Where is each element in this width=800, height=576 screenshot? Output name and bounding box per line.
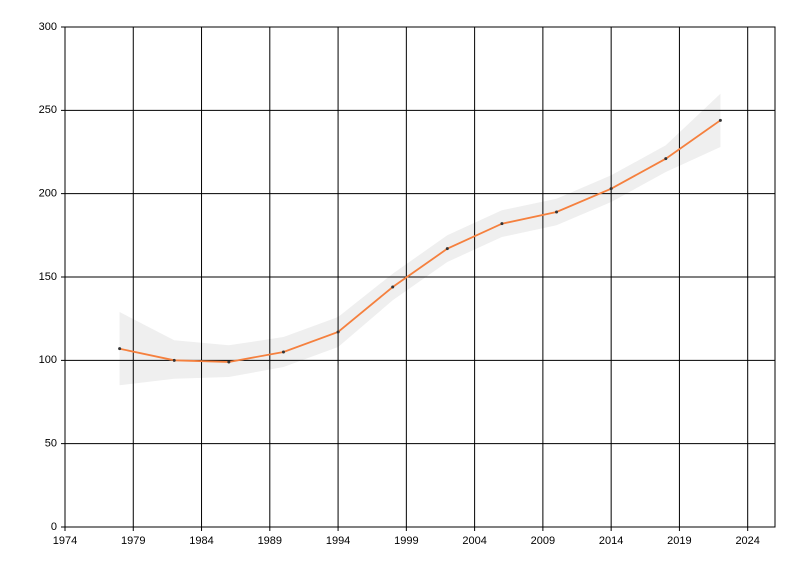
marker [227,360,231,364]
x-tick-label: 2004 [462,535,486,547]
confidence-band [119,93,721,386]
marker [500,222,504,226]
x-tick-label: 1974 [53,535,77,547]
y-tick-label: 300 [39,21,57,33]
y-tick-label: 250 [39,104,57,116]
marker [445,247,449,251]
marker [336,330,340,334]
y-tick-label: 200 [39,188,57,200]
marker [555,210,559,214]
marker [281,350,285,354]
x-tick-label: 1999 [394,535,418,547]
marker [172,358,176,362]
x-tick-label: 1994 [326,535,350,547]
marker [664,157,668,161]
y-tick-label: 0 [51,521,57,533]
marker [718,118,722,122]
marker [391,285,395,289]
x-tick-label: 2024 [735,535,759,547]
y-tick-label: 100 [39,354,57,366]
x-tick-label: 2009 [531,535,555,547]
marker [118,347,122,351]
line [119,119,721,363]
plot-frame [64,26,776,528]
y-tick-label: 150 [39,271,57,283]
x-tick-label: 2019 [667,535,691,547]
x-tick-label: 1989 [258,535,282,547]
x-tick-label: 1979 [121,535,145,547]
y-tick-label: 50 [45,438,57,450]
x-tick-label: 2014 [599,535,623,547]
x-tick-label: 1984 [189,535,213,547]
marker [609,187,613,191]
